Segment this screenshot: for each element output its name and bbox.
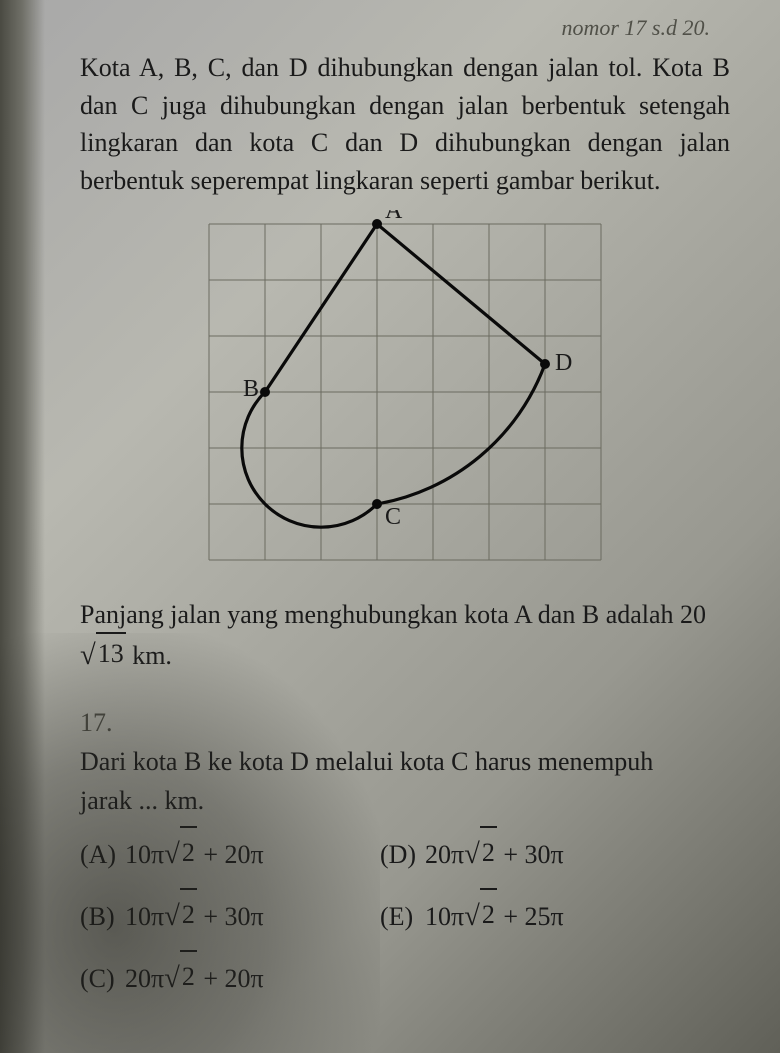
option-d-rest: + 30π bbox=[497, 840, 564, 869]
option-d-sqrt: 2 bbox=[480, 826, 497, 877]
options-row-2: (B)10π2 + 30π (E)10π2 + 25π bbox=[80, 890, 680, 944]
option-c: (C)20π 2 + 20π bbox=[80, 952, 380, 1006]
sqrt-icon: 2 bbox=[164, 952, 197, 1006]
option-a-label: (A) bbox=[80, 830, 125, 879]
option-a-rest: + 20π bbox=[197, 840, 264, 869]
option-c-label: (C) bbox=[80, 954, 125, 1003]
svg-text:C: C bbox=[385, 504, 401, 530]
figure-container: A B C D bbox=[80, 210, 730, 580]
option-b: (B)10π 2 + 30π bbox=[80, 890, 380, 944]
sqrt-icon: 2 bbox=[164, 828, 197, 882]
option-empty bbox=[380, 952, 680, 1006]
sqrt-icon: 2 bbox=[464, 828, 497, 882]
page-binding-shadow bbox=[0, 0, 45, 1053]
sqrt-symbol: 13 bbox=[80, 634, 126, 678]
option-b-coef: 10π bbox=[125, 902, 164, 931]
given-suffix: km. bbox=[126, 641, 172, 670]
sqrt-icon: 2 bbox=[464, 890, 497, 944]
option-b-label: (B) bbox=[80, 892, 125, 941]
option-b-rest: + 30π bbox=[197, 902, 264, 931]
svg-text:A: A bbox=[385, 210, 403, 224]
option-e: (E)10π 2 + 25π bbox=[380, 890, 680, 944]
option-e-sqrt: 2 bbox=[480, 888, 497, 939]
option-c-coef: 20π bbox=[125, 964, 164, 993]
svg-text:B: B bbox=[243, 376, 259, 402]
options-row-1: (A)10π 2 + 20π (D)20π 2 + 30π bbox=[80, 828, 680, 882]
option-d-label: (D) bbox=[380, 830, 425, 879]
header-note: nomor 17 s.d 20. bbox=[80, 15, 730, 41]
svg-text:D: D bbox=[555, 350, 572, 376]
road-diagram: A B C D bbox=[195, 210, 615, 580]
given-prefix: Panjang jalan yang menghubungkan kota A … bbox=[80, 600, 706, 629]
given-statement: Panjang jalan yang menghubungkan kota A … bbox=[80, 595, 730, 678]
option-c-rest: + 20π bbox=[197, 964, 264, 993]
option-e-rest: + 25π bbox=[497, 902, 564, 931]
option-e-label: (E) bbox=[380, 892, 425, 941]
sqrt-icon: 2 bbox=[164, 890, 197, 944]
question-number: 17. bbox=[80, 703, 125, 742]
sqrt-value: 13 bbox=[96, 632, 126, 673]
question-17: 17. Dari kota B ke kota D melalui kota C… bbox=[80, 703, 730, 1007]
option-a-coef: 10π bbox=[125, 840, 164, 869]
question-text: Dari kota B ke kota D melalui kota C har… bbox=[80, 747, 653, 815]
problem-intro: Kota A, B, C, dan D dihubungkan dengan j… bbox=[80, 49, 730, 200]
option-b-sqrt: 2 bbox=[180, 888, 197, 939]
option-e-coef: 10π bbox=[425, 902, 464, 931]
option-d: (D)20π 2 + 30π bbox=[380, 828, 680, 882]
option-d-coef: 20π bbox=[425, 840, 464, 869]
option-a: (A)10π 2 + 20π bbox=[80, 828, 380, 882]
option-a-sqrt: 2 bbox=[180, 826, 197, 877]
options-row-3: (C)20π 2 + 20π bbox=[80, 952, 680, 1006]
option-c-sqrt: 2 bbox=[180, 950, 197, 1001]
